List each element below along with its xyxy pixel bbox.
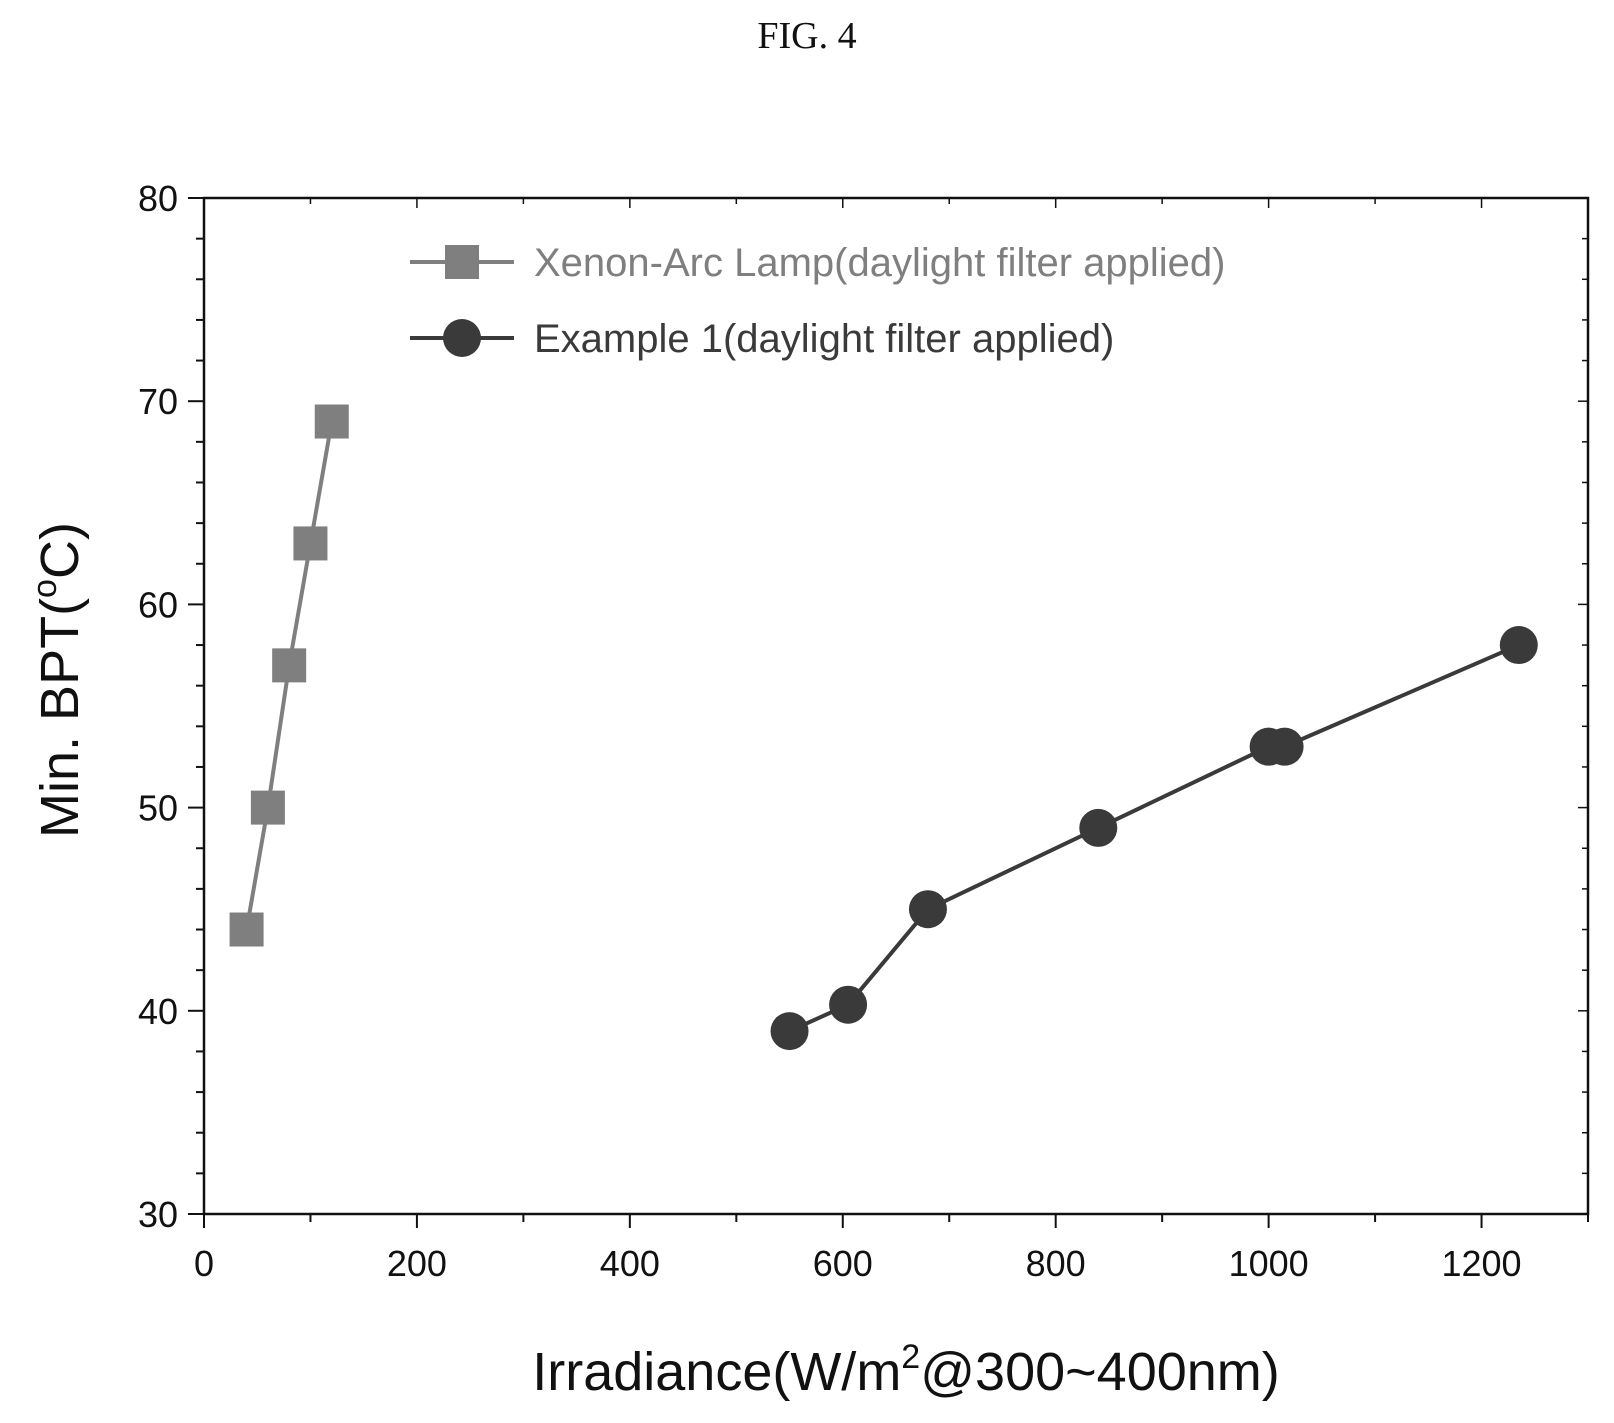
data-series — [229, 404, 1538, 1051]
data-point-square — [250, 790, 285, 825]
x-tick-label: 200 — [387, 1243, 447, 1284]
y-tick-label: 30 — [138, 1194, 178, 1235]
data-point-circle — [829, 985, 868, 1024]
legend: Xenon-Arc Lamp(daylight filter applied) E… — [410, 241, 1225, 361]
data-point-circle — [908, 890, 947, 929]
series-2 — [770, 626, 1538, 1051]
data-point-circle — [1499, 626, 1538, 665]
data-point-square — [229, 912, 264, 947]
y-tick-label: 50 — [138, 788, 178, 829]
figure-label: FIG. 4 — [757, 15, 857, 57]
x-axis-title: Irradiance(W/m2@300~400nm) — [532, 1338, 1280, 1402]
y-tick-label: 70 — [138, 381, 178, 422]
data-point-square — [314, 404, 349, 439]
axes: 0 200 400 600 800 1000 1200 30 40 50 60 70 80 — [138, 178, 1590, 1284]
legend-label: Example 1(daylight filter applied) — [534, 317, 1114, 361]
series-1 — [229, 404, 349, 947]
legend-marker-circle — [443, 319, 481, 357]
y-axis-title: Min. BPT(oC) — [26, 522, 90, 838]
legend-marker-square — [445, 245, 479, 279]
plot-frame — [202, 196, 1590, 1216]
data-point-circle — [1079, 808, 1118, 847]
y-tick-label: 40 — [138, 991, 178, 1032]
data-point-circle — [1265, 727, 1304, 766]
data-point-circle — [770, 1012, 809, 1051]
series-line — [788, 643, 1520, 1033]
legend-label: Xenon-Arc Lamp(daylight filter applied) — [534, 241, 1225, 285]
x-tick-label: 800 — [1026, 1243, 1086, 1284]
x-tick-label: 400 — [600, 1243, 660, 1284]
x-tick-label: 0 — [194, 1243, 214, 1284]
data-point-square — [272, 648, 307, 683]
y-tick-label: 60 — [138, 584, 178, 625]
data-point-square — [293, 526, 328, 561]
x-tick-label: 600 — [813, 1243, 873, 1284]
x-tick-label: 1000 — [1229, 1243, 1309, 1284]
y-tick-label: 80 — [138, 178, 178, 219]
x-tick-label: 1200 — [1441, 1243, 1521, 1284]
